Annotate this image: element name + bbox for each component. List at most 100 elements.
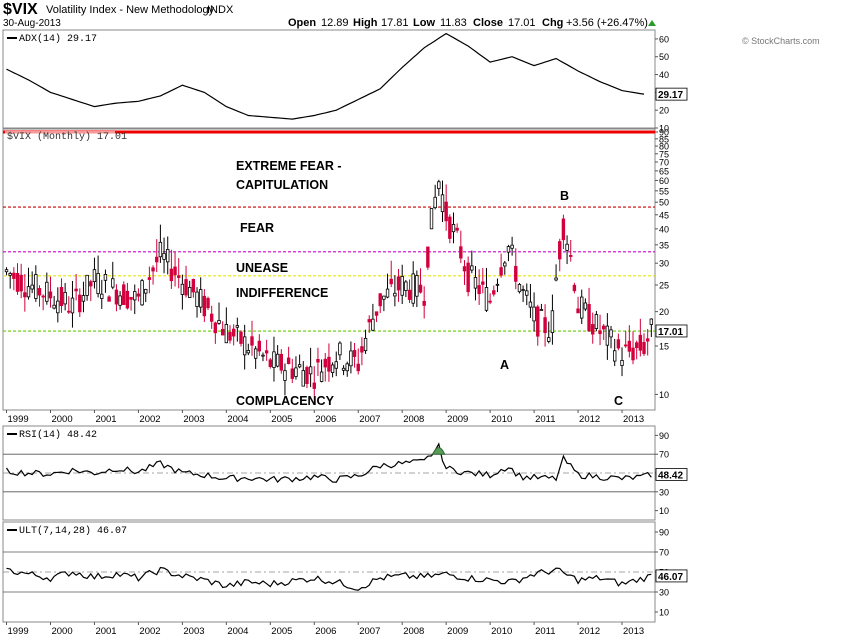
price-tick-label: 65: [659, 166, 669, 176]
price-bar-body: [620, 360, 624, 366]
price-bar-body: [37, 288, 42, 296]
adx-tick-label: 40: [659, 70, 669, 80]
price-bar-body: [338, 342, 342, 356]
price-bar-body: [451, 223, 456, 233]
price-bar-body: [411, 273, 415, 304]
price-bar-body: [616, 339, 621, 349]
ult-tick-label: 70: [659, 548, 669, 558]
price-bar-body: [477, 285, 481, 295]
price-bar-body: [484, 287, 489, 311]
year-label: 2011: [535, 414, 555, 425]
price-bar-body: [272, 351, 276, 368]
price-bar-body: [147, 277, 152, 280]
year-label: 2001: [95, 414, 116, 425]
price-bar-body: [649, 318, 654, 325]
price-bar-body: [561, 218, 566, 241]
price-bar-body: [572, 284, 577, 292]
chart-overlay: © StockCharts.com: [742, 36, 820, 46]
price-bar-body: [349, 350, 353, 367]
price-bar-body: [301, 370, 305, 387]
price-bar-body: [34, 274, 38, 299]
price-title: $VIX (Monthly) 17.01: [7, 131, 127, 143]
annotation-indifference: INDIFFERENCE: [236, 286, 328, 300]
bottom-year-label: 2005: [271, 626, 292, 637]
price-bar-body: [41, 295, 45, 298]
price-bar-body: [587, 304, 591, 332]
year-label: 2008: [403, 414, 424, 425]
price-tick-label: 50: [659, 198, 669, 208]
price-bar-body: [634, 342, 639, 349]
year-label: 2000: [51, 414, 72, 425]
price-bar-body: [345, 363, 349, 372]
open-value: 12.89: [321, 17, 349, 29]
price-bar-body: [437, 181, 441, 190]
bottom-year-label: 2004: [227, 626, 248, 637]
price-bar-body: [393, 292, 397, 297]
price-tick-label: 30: [659, 259, 669, 269]
price-bar-body: [283, 370, 287, 381]
price-bar-body: [202, 295, 207, 317]
rsi-tick-label: 30: [659, 487, 669, 497]
price-bar-body: [48, 291, 53, 299]
price-bar-body: [158, 241, 163, 258]
price-bar-body: [418, 284, 423, 293]
price-tick-label: 35: [659, 240, 669, 250]
chart-panels: 605040302010ADX(14) 29.1729.179085807570…: [2, 29, 688, 637]
price-bar-body: [598, 330, 602, 335]
price-bar-body: [642, 341, 646, 354]
year-label: 2005: [271, 414, 292, 425]
price-bar-body: [239, 331, 243, 344]
price-bar-body: [177, 275, 181, 278]
price-tick-label: 15: [659, 341, 669, 351]
ult-panel: 9070503010ULT(7,14,28) 46.0746.071999200…: [2, 521, 688, 637]
price-panel-frame: [2, 128, 656, 411]
price-bar-body: [356, 363, 360, 372]
price-bar-body: [308, 366, 313, 375]
price-bar-body: [213, 322, 218, 334]
price-bar-body: [539, 309, 544, 311]
price-bar-body: [623, 344, 628, 347]
price-bar-body: [503, 262, 507, 267]
price-tick-label: 55: [659, 186, 669, 196]
close-value: 17.01: [508, 17, 536, 29]
rsi-line: [5, 442, 652, 483]
price-bar-body: [506, 246, 511, 253]
price-bar-body: [363, 337, 368, 352]
year-label: 1999: [8, 414, 29, 425]
price-bar-body: [319, 371, 324, 382]
symbol: $VIX: [3, 1, 38, 18]
price-bar-body: [547, 337, 551, 342]
price-bar-body: [19, 274, 23, 292]
annotation-b: B: [560, 189, 569, 203]
price-title-bg: [5, 131, 115, 141]
price-bar-body: [96, 272, 100, 294]
year-label: 2007: [359, 414, 380, 425]
price-bar-body: [558, 241, 562, 260]
price-bar-body: [525, 290, 529, 296]
price-bar-body: [140, 280, 144, 306]
price-bar-body: [466, 262, 470, 293]
ult-tick-label: 30: [659, 588, 669, 598]
price-bar-body: [510, 244, 514, 249]
annotation-capitulation: CAPITULATION: [236, 178, 328, 192]
price-bar-body: [426, 246, 430, 268]
price-last-box: [655, 324, 688, 338]
price-bar-body: [517, 284, 522, 293]
price-tick-label: 45: [659, 210, 669, 220]
ult-tick-label: 10: [659, 608, 669, 618]
price-bar-body: [312, 382, 316, 389]
price-bar-body: [290, 368, 294, 379]
price-bar-body: [198, 289, 203, 308]
price-bar-body: [268, 359, 273, 367]
price-bar-body: [67, 310, 71, 313]
price-bar-body: [459, 246, 463, 259]
bottom-year-label: 2009: [447, 626, 468, 637]
date: 30-Aug-2013: [3, 18, 61, 29]
price-bar-body: [330, 364, 335, 373]
price-bar-body: [334, 361, 338, 369]
rsi-last-value: 48.42: [658, 470, 683, 481]
price-bar-body: [382, 295, 386, 300]
bottom-year-label: 2012: [579, 626, 600, 637]
